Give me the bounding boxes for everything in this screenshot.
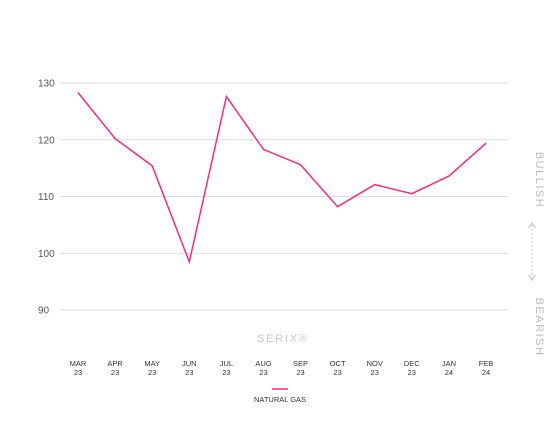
x-tick-label-month: AUG (255, 359, 271, 368)
x-tick-label-year: 24 (482, 368, 490, 377)
sentiment-axis: BULLISH BEARISH (528, 152, 545, 357)
x-tick-label-year: 23 (111, 368, 119, 377)
x-tick-label-month: APR (107, 359, 123, 368)
legend: NATURAL GAS (254, 388, 306, 404)
x-tick-label-year: 23 (222, 368, 230, 377)
x-tick-label-year: 23 (296, 368, 304, 377)
x-tick-label-month: JAN (442, 359, 456, 368)
legend-label: NATURAL GAS (254, 395, 306, 404)
x-tick-label-year: 23 (371, 368, 379, 377)
x-tick-label-year: 23 (185, 368, 193, 377)
x-tick-label-month: JUN (182, 359, 197, 368)
series-line-natural-gas (77, 92, 487, 265)
x-tick-label-month: SEP (293, 359, 308, 368)
x-tick-label-year: 23 (259, 368, 267, 377)
y-tick-label: 110 (38, 192, 54, 203)
series-lines (77, 92, 487, 265)
x-tick-label-month: JUL (220, 359, 233, 368)
y-tick-label: 120 (38, 135, 55, 146)
x-tick-label-month: OCT (330, 359, 346, 368)
x-tick-label-year: 23 (333, 368, 341, 377)
x-tick-label-month: MAR (70, 359, 87, 368)
bullish-label: BULLISH (533, 152, 545, 208)
y-tick-label: 130 (38, 79, 55, 90)
x-tick-labels: MAR23APR23MAY23JUN23JUL23AUG23SEP23OCT23… (70, 359, 494, 377)
y-tick-label: 90 (38, 306, 50, 317)
x-tick-label-year: 23 (148, 368, 156, 377)
chevron-up-icon (528, 222, 536, 229)
x-tick-label-month: DEC (404, 359, 420, 368)
x-tick-label-month: MAY (144, 359, 160, 368)
y-tick-label: 100 (38, 249, 55, 260)
watermark-text: SERIX® (257, 333, 309, 345)
y-gridlines (60, 82, 508, 311)
bearish-label: BEARISH (533, 298, 545, 357)
y-tick-labels: 90 100 110 120 130 (38, 79, 55, 317)
chevron-down-icon (528, 274, 536, 281)
x-tick-label-year: 24 (445, 368, 453, 377)
x-tick-label-year: 23 (408, 368, 416, 377)
x-tick-label-month: NOV (367, 359, 383, 368)
x-tick-label-year: 23 (74, 368, 82, 377)
x-tick-label-month: FEB (479, 359, 494, 368)
